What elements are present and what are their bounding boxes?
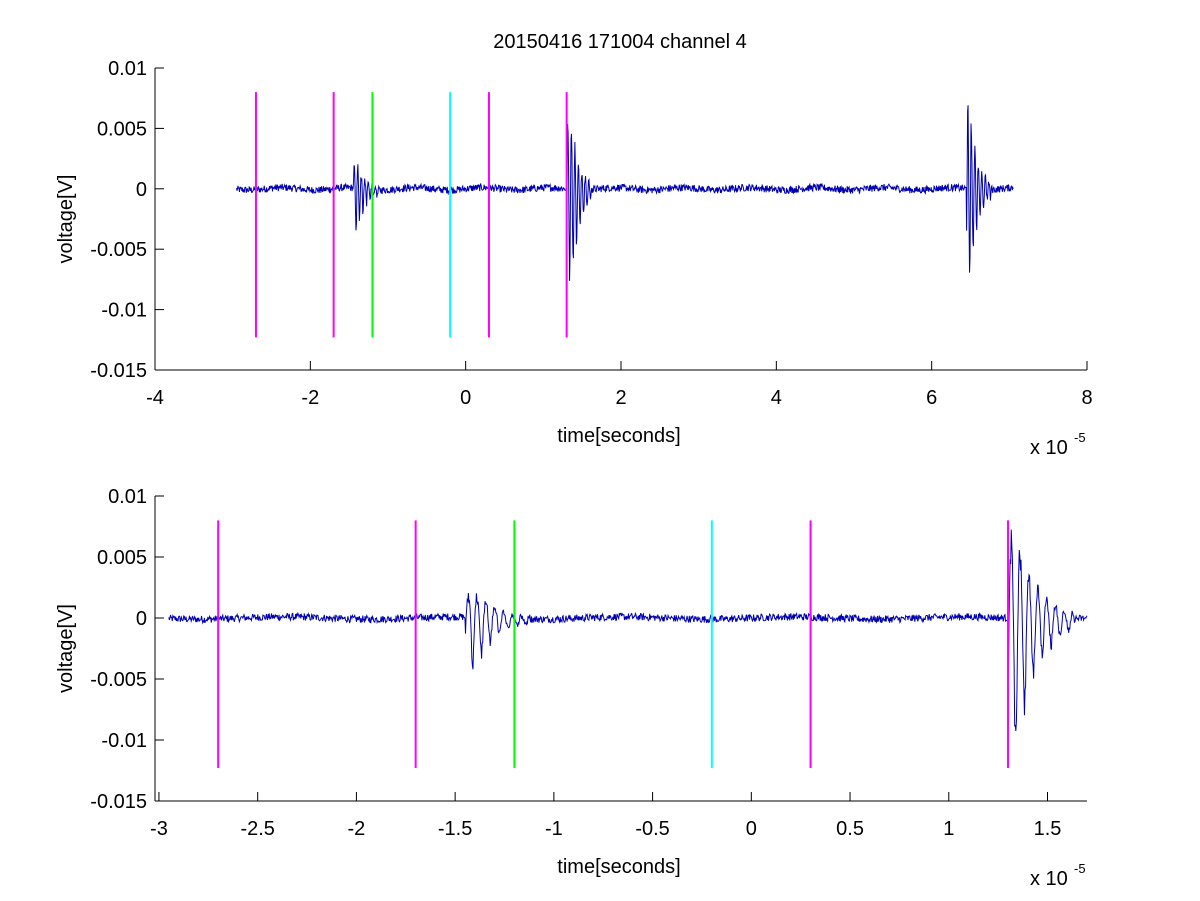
y-axis-label: voltage[V] [55,175,77,264]
x-tick-label: -4 [146,387,164,409]
x-exponent-value: -5 [1074,861,1086,876]
x-tick-label: 4 [771,387,782,409]
x-tick-label: 6 [926,387,937,409]
x-tick-label: 1.5 [1034,818,1062,840]
x-tick-label: -1.5 [438,818,472,840]
y-axis-label: voltage[V] [55,604,77,693]
y-tick-label: -0.005 [90,669,147,691]
x-tick-label: 2 [615,387,626,409]
x-exponent-label: x 10 [1030,437,1068,459]
y-tick-label: -0.01 [101,730,147,752]
y-tick-label: 0.01 [108,58,147,80]
x-tick-label: 0 [746,818,757,840]
x-tick-label: 0.5 [836,818,864,840]
x-tick-label: -1 [545,818,563,840]
x-axis-label: time[seconds] [557,425,680,447]
y-tick-label: 0 [136,179,147,201]
x-tick-label: -2 [348,818,366,840]
chart-title: 20150416 171004 channel 4 [493,31,747,53]
x-tick-label: -2.5 [240,818,274,840]
y-tick-label: -0.005 [90,239,147,261]
signal-line [236,105,1014,281]
x-tick-label: 8 [1081,387,1092,409]
y-tick-label: -0.015 [90,360,147,382]
y-tick-label: -0.01 [101,300,147,322]
x-exponent-value: -5 [1074,430,1086,445]
y-tick-label: 0.005 [97,118,147,140]
y-tick-label: 0.01 [108,486,147,508]
chart-panel-1: -0.015 -0.01 -0.005 0 0.005 0.01 -4 -2 0 2 4 6 8 time… [55,58,1093,459]
y-tick-label: -0.015 [90,791,147,813]
x-tick-label: 1 [943,818,954,840]
x-tick-label: 0 [460,387,471,409]
x-tick-label: -2 [301,387,319,409]
x-tick-label: -0.5 [635,818,669,840]
x-axis-label: time[seconds] [557,856,680,878]
x-exponent-label: x 10 [1030,868,1068,890]
y-tick-label: 0.005 [97,547,147,569]
x-tick-label: -3 [150,818,168,840]
signal-line [168,529,1088,731]
y-tick-label: 0 [136,608,147,630]
chart-panel-2: -0.015 -0.01 -0.005 0 0.005 0.01 -3 -2.5 -2 -1.5 -… [55,486,1088,890]
